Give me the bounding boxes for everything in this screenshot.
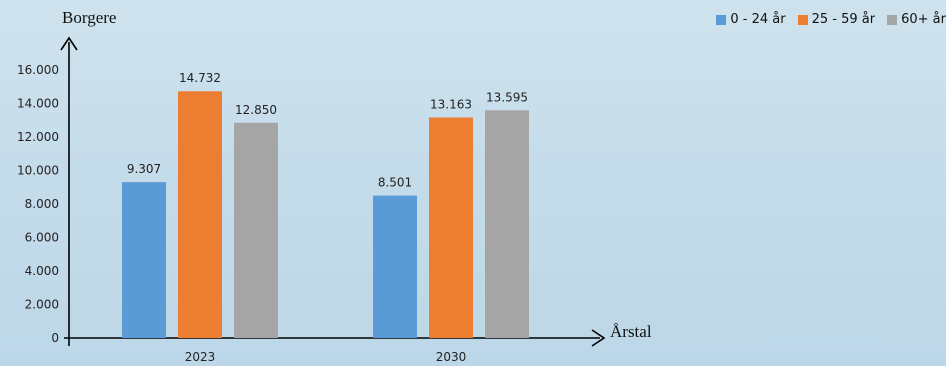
data-label: 8.501 — [378, 176, 412, 190]
legend-item-25-59: 25 - 59 år — [797, 12, 876, 27]
y-tick-label: 14.000 — [17, 97, 59, 111]
bar — [234, 122, 278, 338]
x-axis-title: Årstal — [610, 322, 652, 341]
y-tick-label: 8.000 — [25, 197, 59, 211]
data-label: 12.850 — [235, 103, 277, 117]
data-label: 14.732 — [179, 71, 221, 85]
legend-swatch-25-59 — [797, 14, 808, 25]
x-axis-arrow — [591, 329, 606, 347]
y-axis-title: Borgere — [62, 8, 116, 27]
x-tick-label: 2023 — [185, 350, 216, 364]
y-tick-label: 4.000 — [25, 264, 59, 278]
legend-item-60plus: 60+ år — [887, 12, 946, 27]
x-tick-label: 2030 — [436, 350, 467, 364]
legend-swatch-60plus — [887, 14, 898, 25]
bar — [373, 195, 417, 338]
y-tick-label: 10.000 — [17, 164, 59, 178]
bar — [122, 182, 166, 338]
legend-label-0-24: 0 - 24 år — [730, 12, 786, 27]
y-tick-label: 6.000 — [25, 231, 59, 245]
legend-label-25-59: 25 - 59 år — [811, 12, 876, 27]
bar — [429, 117, 473, 339]
data-label: 13.163 — [430, 98, 472, 112]
y-tick-label: 12.000 — [17, 130, 59, 144]
legend: 0 - 24 år 25 - 59 år 60+ år — [716, 12, 946, 27]
legend-swatch-0-24 — [716, 14, 727, 25]
y-tick-label: 0 — [51, 331, 59, 345]
legend-item-0-24: 0 - 24 år — [716, 12, 786, 27]
y-tick-label: 16.000 — [17, 63, 59, 77]
bar — [485, 110, 529, 338]
data-label: 9.307 — [127, 162, 161, 176]
legend-label-60plus: 60+ år — [901, 12, 946, 27]
y-axis-arrow — [60, 36, 78, 51]
data-label: 13.595 — [486, 90, 528, 104]
y-tick-label: 2.000 — [25, 298, 59, 312]
bar — [178, 91, 222, 338]
